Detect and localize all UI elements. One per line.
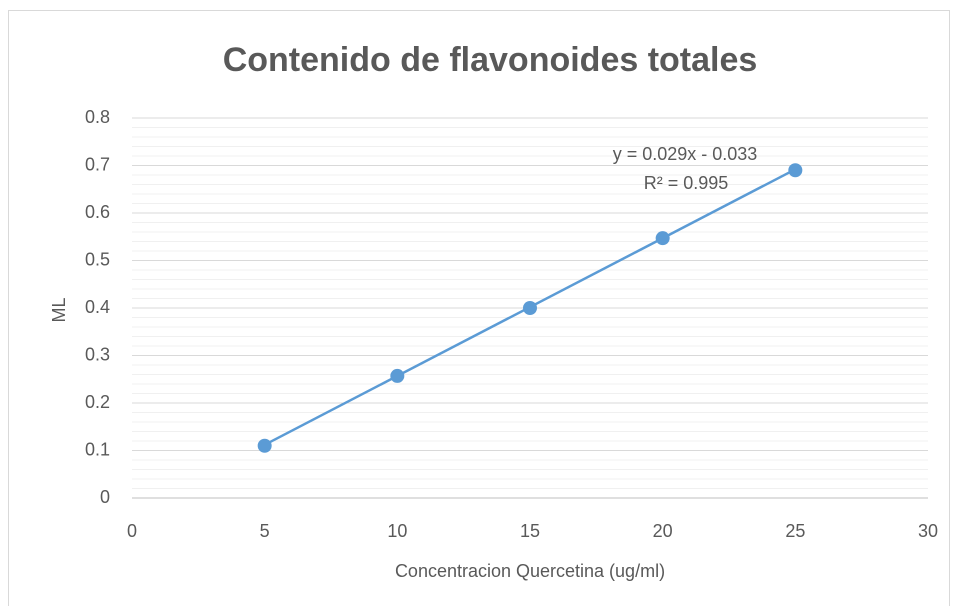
y-tick-label: 0.1: [85, 439, 110, 459]
x-tick-label: 20: [653, 521, 673, 541]
y-tick-label: 0: [100, 487, 110, 507]
data-point: [390, 368, 405, 383]
data-point: [523, 301, 537, 315]
y-tick-label: 0.8: [85, 107, 110, 127]
x-tick-label: 0: [127, 521, 137, 541]
y-tick-label: 0.5: [85, 249, 110, 269]
y-tick-label: 0.4: [85, 297, 110, 317]
x-tick-label: 25: [785, 521, 805, 541]
x-tick-label: 5: [260, 521, 270, 541]
x-tick-label: 10: [387, 521, 407, 541]
data-point: [655, 231, 670, 246]
data-point: [257, 438, 272, 453]
y-tick-label: 0.2: [85, 392, 110, 412]
data-point: [788, 163, 803, 178]
x-tick-label: 15: [520, 521, 540, 541]
x-axis-title: Concentracion Quercetina (ug/ml): [395, 561, 665, 581]
x-tick-label: 30: [918, 521, 938, 541]
chart-title: Contenido de flavonoides totales: [223, 41, 758, 79]
y-tick-label: 0.6: [85, 202, 110, 222]
trendline-r2: R² = 0.995: [644, 173, 729, 193]
y-tick-label: 0.3: [85, 344, 110, 364]
y-axis-title: ML: [49, 297, 69, 322]
trendline-equation: y = 0.029x - 0.033: [613, 144, 758, 164]
y-tick-label: 0.7: [85, 154, 110, 174]
